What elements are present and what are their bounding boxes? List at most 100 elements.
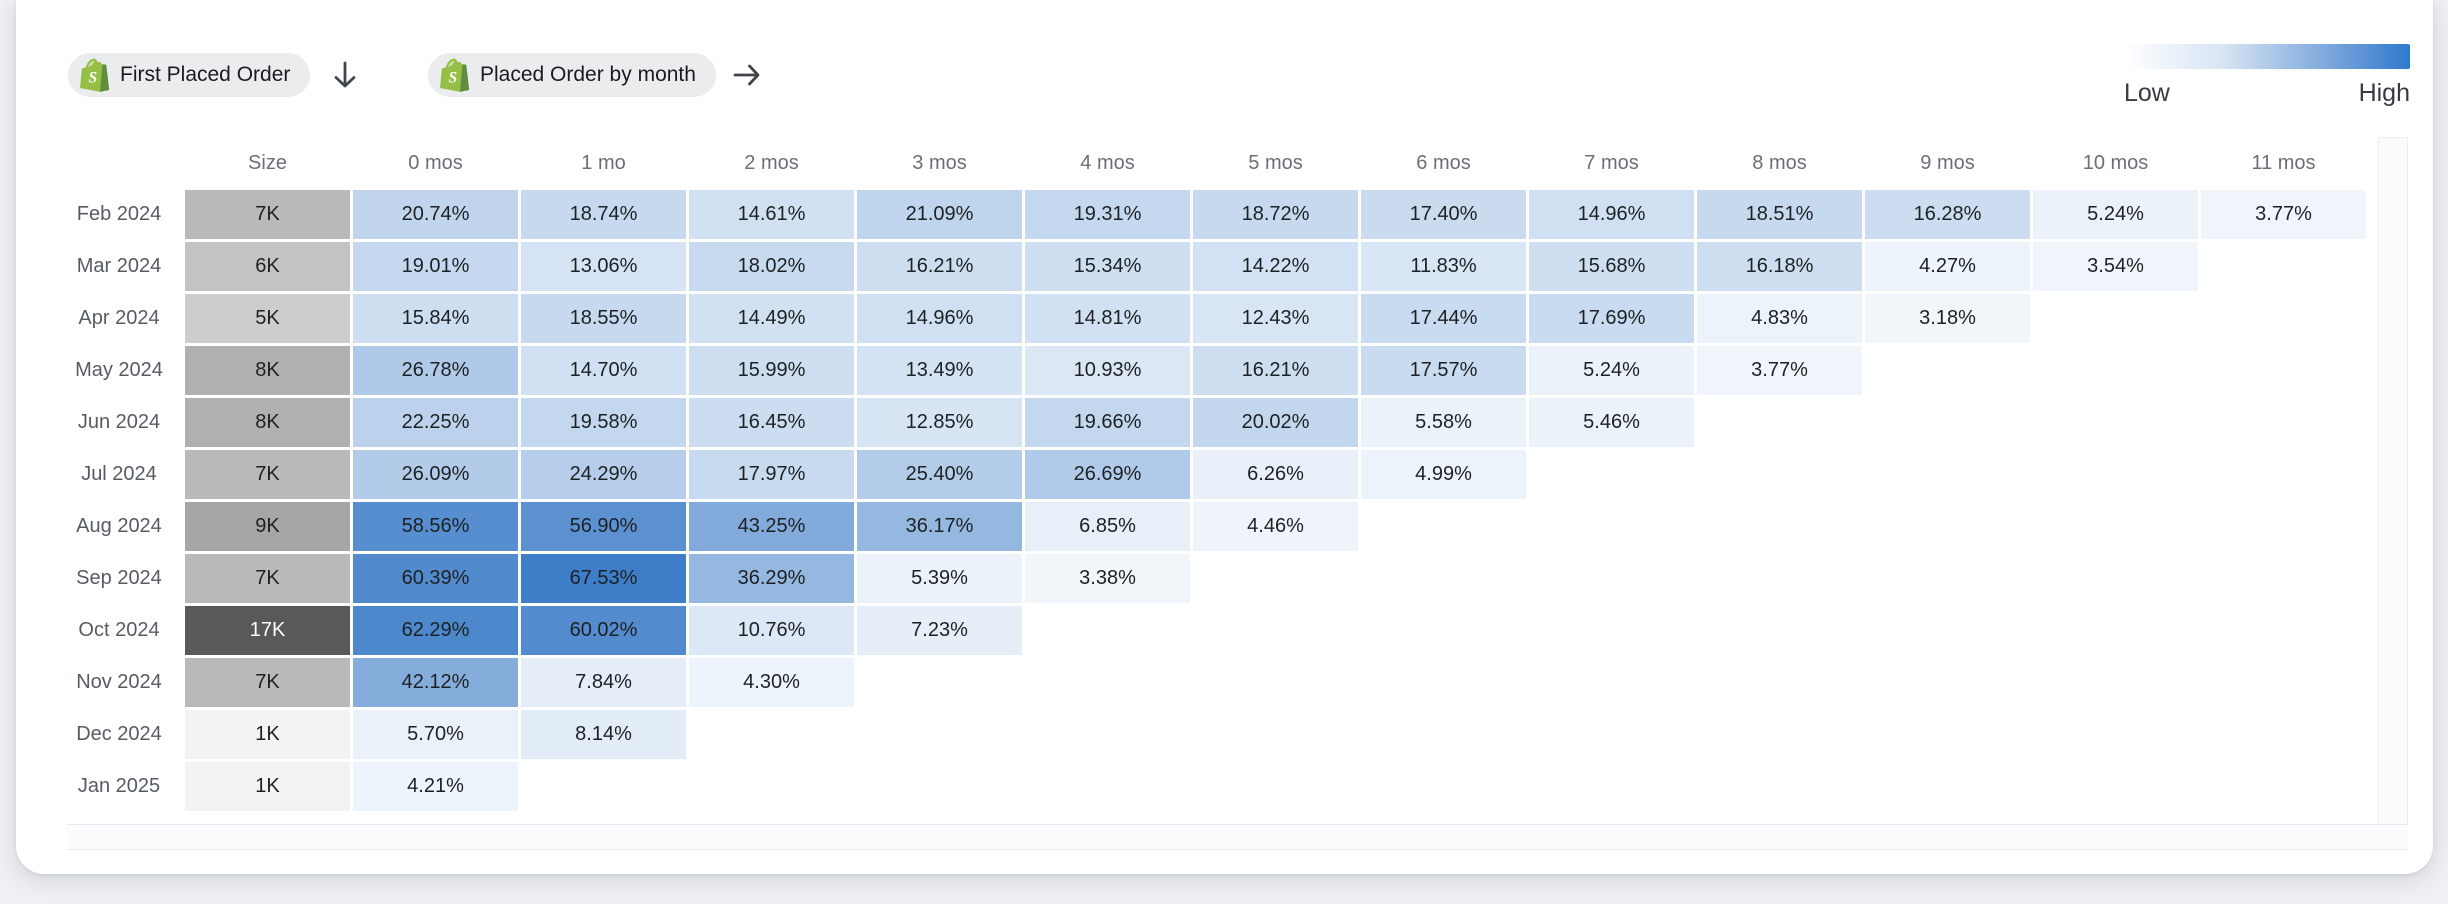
heat-cell[interactable]: 5.24% [2033,190,2198,239]
heat-cell[interactable]: 26.78% [353,346,518,395]
heat-cell[interactable]: 21.09% [857,190,1022,239]
heat-cell[interactable]: 14.96% [857,294,1022,343]
vertical-scrollbar-track[interactable] [2378,137,2408,850]
size-cell[interactable]: 1K [185,762,350,811]
heat-legend: Low High [2124,44,2410,108]
heat-cell[interactable]: 3.77% [2201,190,2366,239]
heat-cell[interactable]: 17.44% [1361,294,1526,343]
size-cell[interactable]: 8K [185,346,350,395]
size-cell[interactable]: 7K [185,190,350,239]
heat-cell[interactable]: 10.93% [1025,346,1190,395]
heat-cell[interactable]: 3.77% [1697,346,1862,395]
heat-cell[interactable]: 3.18% [1865,294,2030,343]
heat-cell[interactable]: 19.01% [353,242,518,291]
heat-cell[interactable]: 22.25% [353,398,518,447]
heat-cell[interactable]: 19.31% [1025,190,1190,239]
heat-cell[interactable]: 14.96% [1529,190,1694,239]
heat-cell[interactable]: 20.74% [353,190,518,239]
heat-cell[interactable]: 4.99% [1361,450,1526,499]
heat-cell[interactable]: 14.61% [689,190,854,239]
heat-cell[interactable]: 15.68% [1529,242,1694,291]
heat-cell[interactable]: 7.84% [521,658,686,707]
heat-cell[interactable]: 26.09% [353,450,518,499]
heat-cell[interactable]: 17.57% [1361,346,1526,395]
heat-cell[interactable]: 60.02% [521,606,686,655]
heat-cell[interactable]: 18.02% [689,242,854,291]
heat-cell[interactable]: 12.85% [857,398,1022,447]
heat-cell[interactable]: 16.21% [1193,346,1358,395]
heat-cell[interactable]: 7.23% [857,606,1022,655]
empty-cell [1193,554,1358,603]
heat-cell[interactable]: 17.69% [1529,294,1694,343]
heat-cell[interactable]: 18.72% [1193,190,1358,239]
heat-cell[interactable]: 18.55% [521,294,686,343]
heat-cell[interactable]: 14.81% [1025,294,1190,343]
heat-cell[interactable]: 43.25% [689,502,854,551]
cohort-row-may-2024: May 2024 8K 26.78% 14.70% 15.99% 13.49% 10.93%… [70,346,2366,395]
heat-cell[interactable]: 15.84% [353,294,518,343]
size-cell[interactable]: 1K [185,710,350,759]
horizontal-scrollbar-track[interactable] [67,824,2408,850]
heat-cell[interactable]: 5.39% [857,554,1022,603]
heat-cell[interactable]: 4.27% [1865,242,2030,291]
heat-cell[interactable]: 11.83% [1361,242,1526,291]
heat-cell[interactable]: 16.28% [1865,190,2030,239]
heat-cell[interactable]: 4.46% [1193,502,1358,551]
size-cell[interactable]: 6K [185,242,350,291]
heat-cell[interactable]: 6.26% [1193,450,1358,499]
heat-cell[interactable]: 10.76% [689,606,854,655]
heat-cell[interactable]: 5.46% [1529,398,1694,447]
heat-cell[interactable]: 58.56% [353,502,518,551]
heat-cell[interactable]: 5.70% [353,710,518,759]
heat-cell[interactable]: 42.12% [353,658,518,707]
heat-cell[interactable]: 5.24% [1529,346,1694,395]
event-chip-first-placed-order[interactable]: S First Placed Order [68,53,311,97]
heat-cell[interactable]: 14.70% [521,346,686,395]
heat-cell[interactable]: 13.49% [857,346,1022,395]
heat-cell[interactable]: 20.02% [1193,398,1358,447]
heat-cell[interactable]: 67.53% [521,554,686,603]
heat-cell[interactable]: 12.43% [1193,294,1358,343]
heat-cell[interactable]: 4.21% [353,762,518,811]
heat-cell[interactable]: 62.29% [353,606,518,655]
heat-cell[interactable]: 8.14% [521,710,686,759]
size-cell[interactable]: 17K [185,606,350,655]
heat-cell[interactable]: 19.66% [1025,398,1190,447]
heat-cell[interactable]: 3.54% [2033,242,2198,291]
heat-cell[interactable]: 16.18% [1697,242,1862,291]
heat-cell[interactable]: 14.49% [689,294,854,343]
heat-cell[interactable]: 26.69% [1025,450,1190,499]
heat-cell[interactable]: 4.30% [689,658,854,707]
heat-cell[interactable]: 36.17% [857,502,1022,551]
size-cell[interactable]: 8K [185,398,350,447]
heat-cell[interactable]: 14.22% [1193,242,1358,291]
heat-cell[interactable]: 4.83% [1697,294,1862,343]
size-cell[interactable]: 9K [185,502,350,551]
size-cell[interactable]: 7K [185,450,350,499]
heat-cell[interactable]: 18.51% [1697,190,1862,239]
heat-cell[interactable]: 16.21% [857,242,1022,291]
heat-cell[interactable]: 6.85% [1025,502,1190,551]
heat-cell[interactable]: 56.90% [521,502,686,551]
heat-cell[interactable]: 17.97% [689,450,854,499]
heat-cell[interactable]: 19.58% [521,398,686,447]
heat-cell[interactable]: 36.29% [689,554,854,603]
heat-cell[interactable]: 18.74% [521,190,686,239]
event-chip-placed-order-by-month[interactable]: S Placed Order by month [428,53,716,97]
heat-cell[interactable]: 25.40% [857,450,1022,499]
cohort-table-container[interactable]: Size 0 mos 1 mo 2 mos 3 mos 4 mos 5 mos 6 mos 7 … [67,137,2379,824]
heat-cell[interactable]: 5.58% [1361,398,1526,447]
heat-cell[interactable]: 17.40% [1361,190,1526,239]
heat-cell[interactable]: 24.29% [521,450,686,499]
empty-cell [1025,606,1190,655]
heat-cell[interactable]: 13.06% [521,242,686,291]
size-cell[interactable]: 5K [185,294,350,343]
heat-cell[interactable]: 60.39% [353,554,518,603]
size-cell[interactable]: 7K [185,554,350,603]
heat-cell[interactable]: 15.34% [1025,242,1190,291]
heat-cell[interactable]: 15.99% [689,346,854,395]
size-cell[interactable]: 7K [185,658,350,707]
heat-cell[interactable]: 3.38% [1025,554,1190,603]
empty-cell [1697,606,1862,655]
heat-cell[interactable]: 16.45% [689,398,854,447]
